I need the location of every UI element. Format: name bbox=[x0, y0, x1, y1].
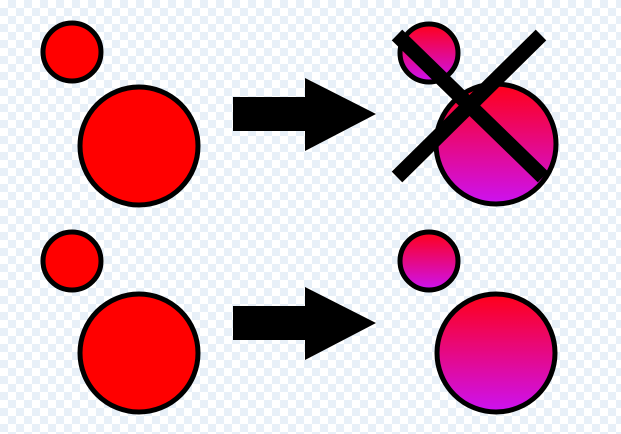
row1-before-large-circle bbox=[77, 84, 201, 208]
row2-before-small-circle bbox=[40, 229, 104, 293]
row1-before-group bbox=[40, 20, 201, 208]
row2-after-group bbox=[397, 229, 558, 415]
row2-before-large-circle bbox=[77, 291, 201, 415]
row2-after-large-circle bbox=[434, 291, 558, 415]
row1-before-small-circle bbox=[40, 20, 104, 84]
row1-after-small-circle bbox=[397, 21, 461, 85]
x-cross-icon bbox=[391, 29, 549, 183]
row1-right-arrow-icon bbox=[233, 78, 376, 151]
row2-right-arrow-icon bbox=[233, 287, 376, 360]
row2-before-group bbox=[40, 229, 201, 415]
row2-after-small-circle bbox=[397, 229, 461, 293]
row1-after-large-circle bbox=[433, 81, 559, 207]
